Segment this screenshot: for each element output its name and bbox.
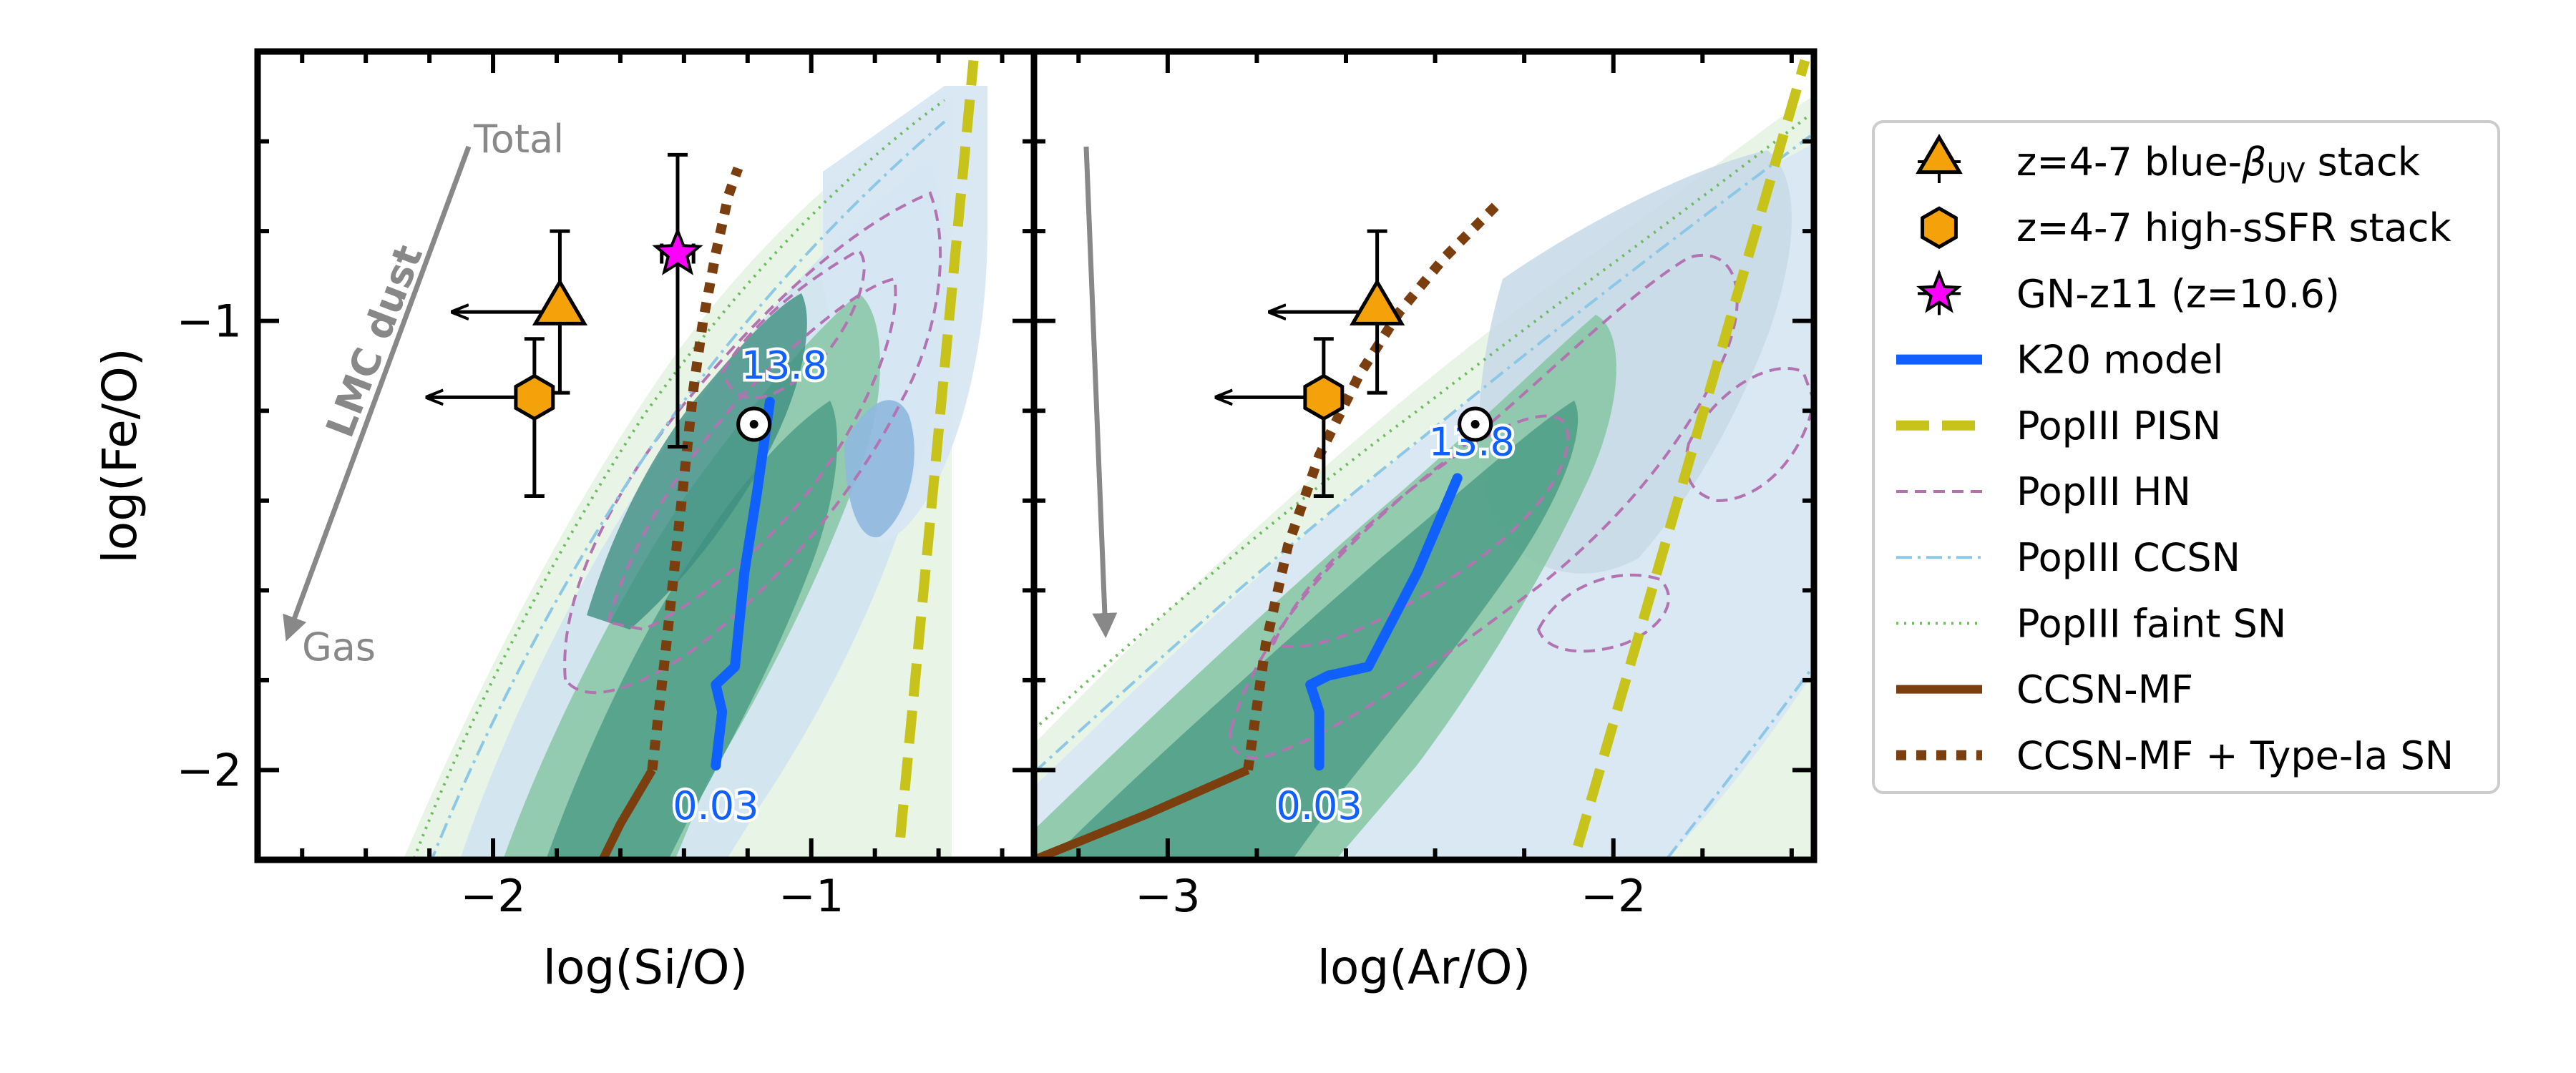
legend-label: z=4-7 high-sSFR stack [2016, 205, 2451, 250]
lmc-dust-label: LMC dust [317, 239, 431, 444]
ccsn-mf-type-ia-line [1243, 200, 1501, 771]
legend-label: CCSN-MF [2016, 667, 2193, 712]
left-ticks: −2 −1 −1 −2 [177, 49, 1034, 922]
hn-contour-outer-right [1229, 253, 1739, 760]
legend-label: z=4-7 blue-βUV stack [2016, 139, 2421, 189]
k20-end-age-label: 13.8 [741, 343, 827, 388]
left-panel: 0.03 13.8 Total Gas LMC dust −2 −1 −1 −2 log… [92, 48, 1038, 995]
left-xlabel: log(Si/O) [543, 940, 748, 995]
dust-vector-arrow [283, 145, 472, 642]
left-data-marks: 0.03 13.8 [427, 59, 979, 860]
data-point [652, 152, 703, 449]
k20-model-line [711, 396, 775, 771]
legend-item-k20: K20 model [1896, 338, 2223, 383]
dust-total-label: Total [473, 117, 564, 162]
y-tick-label: −1 [177, 295, 242, 348]
legend-label: PopIII faint SN [2016, 601, 2286, 646]
hexagon-icon [1921, 206, 1958, 250]
star-icon [1916, 269, 1962, 313]
legend-item-ssfr: z=4-7 high-sSFR stack [1921, 205, 2451, 250]
faint-sn-mid-region-right [1034, 315, 1616, 860]
dust-vector-arrow-right [1083, 146, 1118, 638]
legend: z=4-7 blue-βUV stack z=4-7 high-sSFR stac… [1872, 120, 2500, 794]
legend-label: K20 model [2016, 338, 2223, 383]
hn-contour-right-lobe [1684, 367, 1814, 503]
legend-box [1872, 120, 2500, 794]
right-xlabel: log(Ar/O) [1317, 940, 1531, 995]
solar-symbol-dot [749, 420, 758, 429]
ccsn-mf-line [1034, 765, 1250, 860]
hexagon-marker [514, 373, 555, 421]
ccsn-blue-lobe [844, 400, 914, 538]
ccsn-mf-line [597, 768, 656, 860]
hn-contour-mid [606, 277, 897, 632]
legend-rows: z=4-7 blue-βUV stack z=4-7 high-sSFR stac… [1896, 134, 2454, 778]
ccsn-core-region [587, 293, 807, 629]
legend-item-gnz11: GN-z11 (z=10.6) [1916, 269, 2340, 316]
x-tick-label: −1 [779, 870, 844, 922]
legend-item-hn: PopIII HN [1896, 469, 2191, 514]
x-tick-label: −2 [460, 870, 525, 922]
right-ticks: −3 −2 [1034, 49, 1814, 922]
left-ylabel: log(Fe/O) [92, 348, 147, 563]
popiii-pisn-line [1573, 59, 1810, 848]
popiii-pisn-line [895, 59, 979, 838]
hn-contour-low-lobe [1536, 573, 1670, 653]
solar-symbol-dot [1470, 420, 1480, 429]
legend-item-ccsnmf: CCSN-MF [1896, 667, 2193, 712]
faint-sn-contour-line-right [1034, 113, 1812, 731]
left-contours [403, 86, 987, 860]
right-contours [1034, 95, 1814, 860]
right-plot-frame [1030, 48, 1818, 863]
data-point [452, 229, 588, 395]
faint-sn-inner-region [545, 401, 837, 860]
x-tick-label: −3 [1135, 870, 1200, 922]
ccsn-contour-line [430, 120, 946, 860]
legend-label: GN-z11 (z=10.6) [2016, 271, 2340, 316]
data-point [1216, 337, 1345, 498]
k20-start-age-label: 0.03 [1277, 783, 1362, 828]
k20-model-line [1305, 473, 1463, 771]
y-tick-label: −2 [177, 744, 242, 796]
triangle-marker [532, 278, 588, 325]
legend-item-blue: z=4-7 blue-βUV stack [1916, 134, 2421, 189]
data-point [1270, 229, 1405, 395]
k20-start-age-label: 0.03 [673, 783, 758, 828]
hn-contour-inner [721, 248, 866, 400]
x-tick-label: −2 [1581, 870, 1646, 922]
ccsn-contour-line-right [1034, 134, 1812, 774]
triangle-marker [1350, 278, 1405, 325]
data-point [427, 337, 555, 498]
legend-item-pisn: PopIII PISN [1896, 403, 2221, 449]
triangle-icon [1916, 134, 1963, 175]
legend-item-faint: PopIII faint SN [1896, 601, 2286, 646]
legend-item-ccsn: PopIII CCSN [1896, 535, 2240, 580]
legend-label: CCSN-MF + Type-Ia SN [2016, 733, 2454, 778]
ccsn-mf-type-ia-line [647, 166, 743, 771]
legend-item-ccsnmfia: CCSN-MF + Type-Ia SN [1896, 733, 2454, 778]
hexagon-marker [1303, 373, 1345, 421]
legend-label: PopIII HN [2016, 469, 2191, 514]
legend-label: PopIII PISN [2016, 403, 2221, 449]
ccsn-contour-lower-right [1666, 664, 1814, 860]
legend-label: PopIII CCSN [2016, 535, 2240, 580]
star-marker [652, 227, 703, 275]
dust-gas-label: Gas [302, 624, 376, 670]
